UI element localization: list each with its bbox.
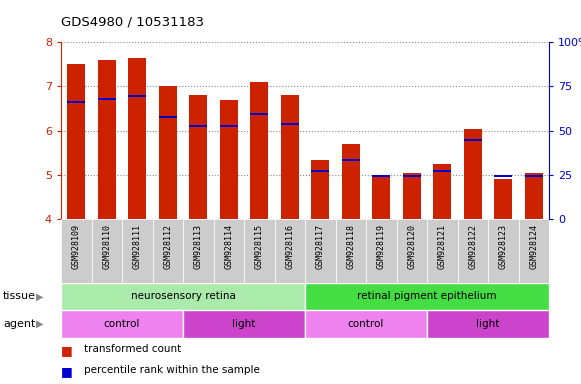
Bar	[98, 98, 116, 100]
Bar	[311, 170, 329, 172]
Bar	[433, 170, 451, 172]
Bar	[244, 219, 274, 283]
Text: GSM928118: GSM928118	[346, 224, 355, 269]
Bar	[464, 139, 482, 141]
Bar	[189, 125, 207, 127]
Bar	[220, 125, 238, 127]
Bar	[488, 219, 519, 283]
Bar	[433, 164, 451, 219]
Text: GSM928114: GSM928114	[224, 224, 233, 269]
Bar	[305, 219, 336, 283]
Text: light: light	[232, 319, 256, 329]
Text: GSM928121: GSM928121	[438, 224, 447, 269]
Bar	[494, 175, 512, 177]
Bar	[183, 310, 305, 338]
Text: GSM928116: GSM928116	[285, 224, 294, 269]
Bar	[128, 58, 146, 219]
Text: transformed count: transformed count	[84, 344, 181, 354]
Bar	[98, 60, 116, 219]
Bar	[403, 175, 421, 177]
Bar	[427, 310, 549, 338]
Bar	[250, 82, 268, 219]
Text: GSM928109: GSM928109	[72, 224, 81, 269]
Text: neurosensory retina: neurosensory retina	[131, 291, 235, 301]
Bar	[61, 310, 183, 338]
Bar	[220, 100, 238, 219]
Text: ■: ■	[61, 365, 73, 378]
Bar	[336, 219, 366, 283]
Bar	[519, 219, 549, 283]
Bar	[427, 219, 458, 283]
Bar	[122, 219, 152, 283]
Bar	[366, 219, 396, 283]
Bar	[250, 113, 268, 115]
Bar	[464, 129, 482, 219]
Text: ▶: ▶	[36, 291, 44, 301]
Bar	[61, 283, 305, 310]
Bar	[281, 123, 299, 125]
Bar	[372, 175, 390, 177]
Bar	[183, 219, 214, 283]
Text: GSM928112: GSM928112	[163, 224, 172, 269]
Bar	[92, 219, 122, 283]
Text: GSM928117: GSM928117	[316, 224, 325, 269]
Bar	[305, 283, 549, 310]
Text: control: control	[104, 319, 140, 329]
Text: ■: ■	[61, 344, 73, 357]
Text: GDS4980 / 10531183: GDS4980 / 10531183	[61, 15, 204, 28]
Text: GSM928111: GSM928111	[133, 224, 142, 269]
Bar	[189, 95, 207, 219]
Bar	[67, 101, 85, 103]
Bar	[305, 310, 427, 338]
Text: light: light	[476, 319, 500, 329]
Text: GSM928110: GSM928110	[102, 224, 111, 269]
Bar	[61, 219, 92, 283]
Text: GSM928120: GSM928120	[407, 224, 416, 269]
Text: tissue: tissue	[3, 291, 36, 301]
Text: GSM928115: GSM928115	[255, 224, 264, 269]
Text: GSM928123: GSM928123	[499, 224, 508, 269]
Bar	[67, 65, 85, 219]
Text: GSM928119: GSM928119	[377, 224, 386, 269]
Bar	[494, 179, 512, 219]
Bar	[128, 95, 146, 97]
Bar	[342, 144, 360, 219]
Bar	[458, 219, 488, 283]
Bar	[397, 219, 427, 283]
Bar	[152, 219, 183, 283]
Text: agent: agent	[3, 319, 35, 329]
Bar	[372, 176, 390, 219]
Text: GSM928113: GSM928113	[194, 224, 203, 269]
Text: GSM928124: GSM928124	[529, 224, 538, 269]
Text: control: control	[348, 319, 384, 329]
Bar	[281, 95, 299, 219]
Bar	[403, 173, 421, 219]
Bar	[159, 116, 177, 119]
Text: percentile rank within the sample: percentile rank within the sample	[84, 365, 260, 375]
Text: GSM928122: GSM928122	[468, 224, 477, 269]
Text: retinal pigment epithelium: retinal pigment epithelium	[357, 291, 497, 301]
Bar	[525, 173, 543, 219]
Bar	[525, 175, 543, 177]
Bar	[214, 219, 244, 283]
Bar	[311, 159, 329, 219]
Text: ▶: ▶	[36, 319, 44, 329]
Bar	[274, 219, 305, 283]
Bar	[159, 86, 177, 219]
Bar	[342, 159, 360, 161]
